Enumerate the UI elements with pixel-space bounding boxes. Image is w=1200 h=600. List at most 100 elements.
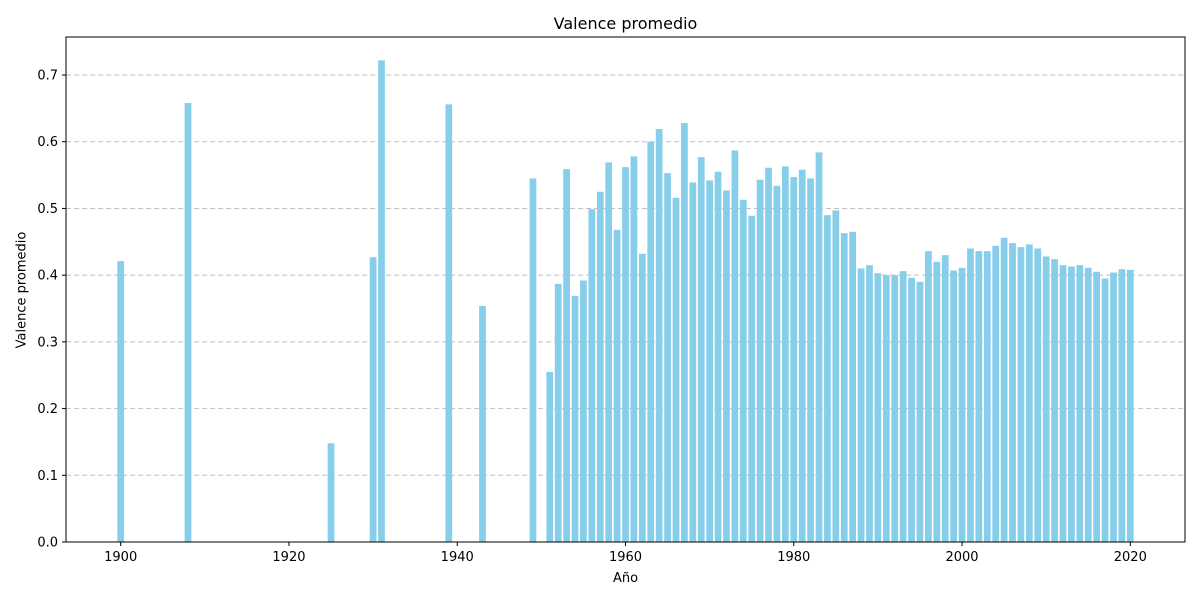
bar: [1042, 256, 1050, 542]
bar: [546, 371, 554, 542]
x-tick-label: 1920: [272, 550, 305, 565]
bar: [622, 167, 629, 542]
bar: [184, 103, 192, 543]
bar: [908, 277, 915, 542]
bar: [983, 251, 991, 542]
bar: [967, 248, 974, 543]
bar: [840, 233, 848, 542]
bar: [925, 251, 932, 542]
bar: [1051, 259, 1058, 542]
y-axis-title: Valence promedio: [15, 232, 30, 349]
bar: [832, 210, 840, 542]
bar: [596, 191, 604, 542]
bar: [1059, 265, 1067, 542]
bar: [899, 271, 907, 542]
bar: [1068, 266, 1075, 542]
bar: [731, 150, 739, 542]
bar: [781, 166, 789, 542]
bar: [1025, 244, 1033, 542]
bar: [706, 180, 714, 542]
x-axis-ticks: 1900 1920 1940 1960 1980 2000 2020: [104, 542, 1147, 565]
bars: [117, 60, 1134, 543]
bar: [815, 152, 823, 542]
bar: [672, 197, 680, 543]
bar: [891, 275, 899, 542]
chart-title: Valence promedio: [554, 14, 698, 33]
y-axis-ticks: 0.0 0.1 0.2 0.3 0.4 0.5 0.6 0.7: [37, 69, 66, 551]
bar: [529, 178, 537, 542]
y-tick-label: 0.4: [37, 269, 58, 284]
bar: [1009, 243, 1016, 543]
bar: [117, 261, 125, 542]
x-tick-label: 1940: [441, 550, 474, 565]
bar: [605, 162, 613, 542]
bar: [916, 281, 924, 542]
bar: [866, 265, 873, 542]
y-tick-label: 0.1: [37, 469, 58, 484]
y-tick-label: 0.3: [37, 335, 58, 350]
bar: [563, 169, 570, 542]
bar: [479, 305, 486, 542]
bar: [714, 171, 722, 542]
bar: [327, 443, 335, 542]
bar: [588, 209, 596, 543]
bar: [748, 215, 756, 543]
bar: [807, 178, 814, 542]
y-tick-label: 0.2: [37, 402, 58, 417]
bar: [445, 104, 453, 542]
bar: [1110, 272, 1117, 542]
y-tick-label: 0.6: [37, 135, 58, 150]
bar: [1101, 278, 1109, 542]
bar: [874, 273, 882, 542]
x-tick-label: 2000: [945, 550, 978, 565]
bar: [824, 215, 831, 543]
x-tick-label: 1900: [104, 550, 137, 565]
bar: [1000, 237, 1008, 543]
x-tick-label: 1980: [777, 550, 810, 565]
bar: [1126, 269, 1134, 542]
bar: [773, 185, 781, 542]
bar: [798, 169, 806, 543]
bar: [681, 123, 688, 543]
bar: [941, 255, 949, 542]
bar: [369, 257, 377, 542]
bar: [571, 295, 579, 542]
bar: [554, 283, 562, 542]
bar: [1034, 248, 1042, 543]
bar: [689, 182, 697, 542]
bar: [933, 261, 941, 542]
bar: [1084, 267, 1092, 542]
bar: [697, 157, 705, 542]
bar: [1076, 265, 1084, 542]
bar: [638, 253, 646, 543]
bar: [992, 245, 1000, 542]
bar: [378, 60, 385, 542]
bar: [580, 280, 587, 542]
x-axis-title: Año: [613, 571, 638, 586]
bar: [630, 156, 638, 542]
bar: [857, 268, 865, 542]
bar: [613, 229, 621, 542]
bar: [975, 251, 983, 542]
y-tick-label: 0.0: [37, 536, 58, 551]
x-tick-label: 2020: [1114, 550, 1147, 565]
bar: [765, 167, 772, 542]
bar: [1017, 247, 1025, 542]
bar: [655, 129, 663, 542]
bar: [882, 275, 890, 542]
bar: [950, 270, 957, 542]
bar: [849, 231, 857, 543]
bar: [739, 199, 747, 542]
bar: [1118, 269, 1126, 542]
bar: [664, 173, 671, 542]
bar: [756, 179, 764, 542]
y-tick-label: 0.7: [37, 69, 58, 84]
bar: [958, 267, 966, 542]
bar: [647, 141, 655, 543]
bar: [723, 190, 730, 542]
x-tick-label: 1960: [609, 550, 642, 565]
bar: [790, 177, 798, 542]
y-tick-label: 0.5: [37, 202, 58, 217]
bar: [1093, 271, 1101, 542]
